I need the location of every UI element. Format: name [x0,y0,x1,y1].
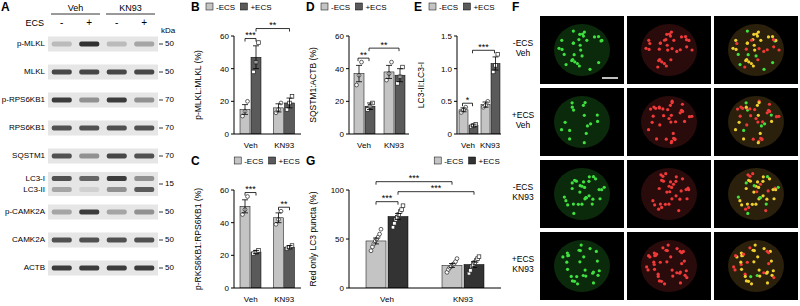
svg-text:0: 0 [340,130,345,139]
svg-text:+ECS: +ECS [279,157,300,166]
svg-text:-ECS: -ECS [513,182,534,192]
svg-text:15: 15 [165,179,174,188]
svg-text:ECS: ECS [25,18,44,28]
svg-text:Veh: Veh [68,3,84,13]
svg-text:KN93: KN93 [512,264,534,274]
svg-text:***: *** [431,183,442,193]
svg-text:KN93: KN93 [274,141,295,150]
svg-text:p-RKS6KB1:RPS6KB1 (%): p-RKS6KB1:RPS6KB1 (%) [193,188,203,290]
svg-text:50: 50 [165,67,174,76]
svg-text:Veh: Veh [380,295,394,304]
svg-text:-ECS: -ECS [331,3,350,12]
svg-text:SQSTM1: SQSTM1 [12,151,45,160]
svg-text:1.0: 1.0 [441,65,453,74]
svg-text:**: ** [360,50,368,60]
svg-text:LC3-I: LC3-I [25,174,45,183]
svg-text:50: 50 [165,39,174,48]
svg-text:**: ** [380,40,388,50]
svg-text:+ECS: +ECS [512,110,535,120]
svg-text:50: 50 [335,235,344,244]
svg-text:40: 40 [220,65,229,74]
svg-text:+: + [86,17,92,28]
svg-text:-: - [115,17,118,28]
svg-text:Veh: Veh [516,120,531,130]
svg-text:F: F [512,0,519,14]
svg-text:ACTB: ACTB [24,263,45,272]
svg-text:Red only LC3 puncta (%): Red only LC3 puncta (%) [308,191,318,286]
svg-text:***: *** [409,173,420,183]
svg-text:50: 50 [165,263,174,272]
svg-text:A: A [1,0,10,14]
svg-text:-ECS: -ECS [244,157,263,166]
svg-text:kDa: kDa [161,26,176,35]
svg-text:**: ** [269,20,277,30]
svg-text:G: G [306,154,315,168]
svg-text:KN93: KN93 [274,295,295,304]
svg-text:0: 0 [340,284,345,293]
svg-text:CAMK2A: CAMK2A [12,235,46,244]
svg-text:***: *** [382,193,393,203]
svg-text:20: 20 [335,97,344,106]
svg-text:70: 70 [165,151,174,160]
svg-text:+: + [141,17,147,28]
svg-text:**: ** [280,199,288,209]
svg-text:0: 0 [225,130,230,139]
svg-text:LC3-II:LC3-I: LC3-II:LC3-I [416,62,426,108]
svg-text:0: 0 [448,130,453,139]
svg-text:SQSTM1:ACTB (%): SQSTM1:ACTB (%) [308,47,318,123]
svg-text:RPS6KB1: RPS6KB1 [9,123,46,132]
svg-text:50: 50 [165,207,174,216]
svg-text:20: 20 [220,251,229,260]
svg-text:0: 0 [225,284,230,293]
svg-text:70: 70 [165,123,174,132]
svg-text:LC3-II: LC3-II [23,185,45,194]
svg-text:+ECS: +ECS [479,157,500,166]
svg-text:p-MLKL:MLKL (%): p-MLKL:MLKL (%) [193,50,203,120]
svg-text:MLKL: MLKL [24,67,45,76]
svg-text:Veh: Veh [244,295,258,304]
svg-text:D: D [306,0,315,14]
svg-text:KN93: KN93 [512,192,534,202]
svg-text:KN93: KN93 [453,295,474,304]
svg-text:Veh: Veh [461,141,475,150]
svg-text:60: 60 [220,186,229,195]
svg-text:0.5: 0.5 [441,97,453,106]
svg-text:***: *** [478,42,489,52]
svg-text:70: 70 [165,95,174,104]
svg-text:p-MLKL: p-MLKL [17,39,46,48]
svg-text:+ECS: +ECS [473,3,494,12]
svg-text:*: * [466,95,470,105]
svg-text:60: 60 [335,32,344,41]
svg-text:20: 20 [220,97,229,106]
svg-text:60: 60 [220,32,229,41]
svg-text:-ECS: -ECS [513,38,534,48]
svg-text:-ECS: -ECS [439,3,458,12]
svg-text:KN93: KN93 [480,141,501,150]
svg-text:+ECS: +ECS [512,254,535,264]
svg-text:50: 50 [165,235,174,244]
svg-text:1.5: 1.5 [441,32,453,41]
svg-text:p-CAMK2A: p-CAMK2A [5,207,46,216]
svg-text:B: B [191,0,200,14]
svg-text:-ECS: -ECS [444,157,463,166]
svg-text:***: *** [245,30,256,40]
svg-text:-ECS: -ECS [216,3,235,12]
svg-text:E: E [414,0,422,14]
svg-text:-: - [60,17,63,28]
svg-text:Veh: Veh [516,48,531,58]
svg-text:Veh: Veh [357,141,371,150]
svg-text:C: C [191,154,200,168]
svg-text:40: 40 [335,65,344,74]
svg-text:+ECS: +ECS [365,3,386,12]
svg-text:KN93: KN93 [119,3,142,13]
svg-text:***: *** [245,184,256,194]
svg-text:KN93: KN93 [384,141,405,150]
svg-text:Veh: Veh [244,141,258,150]
svg-text:100: 100 [331,186,345,195]
svg-text:40: 40 [220,219,229,228]
svg-text:p-RPS6KB1: p-RPS6KB1 [2,95,46,104]
svg-text:+ECS: +ECS [250,3,271,12]
